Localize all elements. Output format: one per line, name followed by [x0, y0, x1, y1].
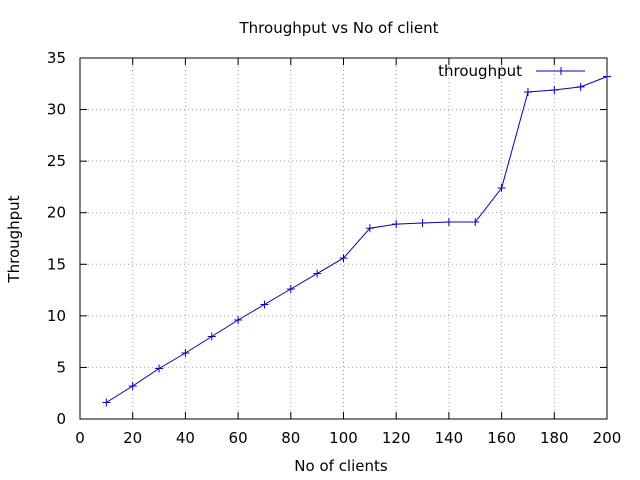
x-tick-label: 160 — [487, 429, 516, 447]
x-tick-label: 120 — [382, 429, 411, 447]
y-axis-label: Throughput — [5, 195, 23, 283]
x-tick-label: 80 — [281, 429, 300, 447]
data-point — [497, 183, 506, 192]
y-tick-label: 30 — [47, 101, 66, 119]
data-point — [155, 364, 164, 373]
legend-marker-throughput — [557, 67, 565, 75]
y-tick-label: 20 — [47, 204, 66, 222]
y-tick-label: 5 — [56, 358, 66, 376]
data-point — [234, 315, 243, 324]
data-point — [128, 381, 137, 390]
y-tick-label: 35 — [47, 49, 66, 67]
x-tick-label: 60 — [229, 429, 248, 447]
x-tick-label: 140 — [435, 429, 464, 447]
data-point — [576, 82, 585, 91]
data-point — [471, 217, 480, 226]
legend-plus-marker — [557, 67, 565, 75]
data-point — [444, 217, 453, 226]
x-tick-label: 180 — [540, 429, 569, 447]
x-tick-label: 20 — [123, 429, 142, 447]
y-tick-label: 0 — [56, 410, 66, 428]
data-point — [181, 348, 190, 357]
tick-labels: 0 20 40 60 80 100 120 140 160 180 200 0 5 10 15 20 25 30 3… — [47, 49, 621, 447]
data-point — [339, 254, 348, 263]
x-tick-label: 100 — [329, 429, 358, 447]
legend: throughput — [438, 62, 585, 80]
data-point — [365, 224, 374, 233]
grid-lines — [80, 58, 607, 419]
data-point — [523, 88, 532, 97]
y-tick-label: 10 — [47, 307, 66, 325]
x-tick-label: 200 — [593, 429, 622, 447]
data-point — [207, 332, 216, 341]
data-point — [286, 285, 295, 294]
series-line-throughput — [106, 76, 608, 403]
x-tick-label: 0 — [75, 429, 85, 447]
y-tick-label: 15 — [47, 255, 66, 273]
plot-frame — [79, 57, 608, 420]
data-point — [313, 269, 322, 278]
legend-label-throughput: throughput — [438, 62, 522, 80]
data-point — [550, 85, 559, 94]
data-point — [260, 300, 269, 309]
data-point — [392, 220, 401, 229]
x-axis-label: No of clients — [294, 457, 388, 475]
chart-title: Throughput vs No of client — [239, 19, 439, 37]
series-layer — [102, 72, 611, 407]
y-tick-label: 25 — [47, 152, 66, 170]
data-point — [418, 219, 427, 228]
data-point — [102, 398, 111, 407]
data-point — [603, 72, 611, 81]
x-tick-label: 40 — [176, 429, 195, 447]
